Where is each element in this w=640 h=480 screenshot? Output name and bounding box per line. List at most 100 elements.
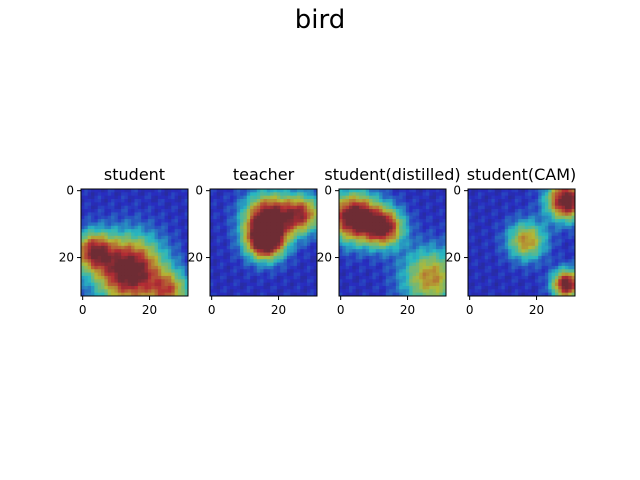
- heatmap-cell: [412, 252, 417, 257]
- heatmap-cell: [236, 235, 241, 240]
- heatmap-cell: [134, 235, 139, 240]
- heatmap-cell: [161, 285, 165, 290]
- heatmap-cell: [432, 242, 437, 247]
- heatmap-cell: [134, 205, 139, 210]
- heatmap-cell: [558, 255, 563, 260]
- heatmap-cell: [97, 282, 102, 287]
- heatmap-cell: [306, 235, 311, 240]
- heatmap-cell: [498, 292, 502, 297]
- heatmap-cell: [508, 225, 512, 230]
- heatmap-cell: [494, 212, 499, 217]
- heatmap-cell: [372, 202, 377, 207]
- heatmap-cell: [174, 242, 179, 247]
- heatmap-cell: [484, 265, 489, 270]
- heatmap-cell: [81, 282, 85, 287]
- heatmap-cell: [286, 289, 291, 294]
- heatmap-cell: [365, 205, 370, 210]
- heatmap-cell: [181, 285, 186, 290]
- heatmap-cell: [243, 209, 248, 213]
- heatmap-cell: [300, 255, 305, 260]
- heatmap-cell: [498, 245, 502, 250]
- heatmap-cell: [300, 252, 305, 257]
- heatmap-cell: [266, 219, 271, 223]
- heatmap-cell: [151, 289, 155, 294]
- heatmap-cell: [310, 202, 315, 207]
- heatmap-cell: [534, 232, 539, 237]
- heatmap-cell: [359, 219, 363, 223]
- heatmap-cell: [300, 225, 305, 230]
- heatmap-cell: [256, 209, 261, 213]
- heatmap-cell: [399, 275, 403, 280]
- heatmap-cell: [167, 239, 172, 243]
- heatmap-cell: [389, 252, 393, 257]
- heatmap-cell: [365, 272, 370, 277]
- heatmap-cell: [568, 192, 573, 197]
- heatmap-cell: [286, 269, 291, 273]
- heatmap-cell: [104, 192, 109, 197]
- heatmap-cell: [91, 265, 95, 270]
- heatmap-cell: [518, 215, 522, 220]
- heatmap-cell: [478, 209, 482, 213]
- heatmap-cell: [104, 209, 109, 213]
- heatmap-cell: [402, 239, 407, 243]
- heatmap-cell: [154, 269, 159, 273]
- heatmap-cell: [283, 232, 288, 237]
- heatmap-cell: [144, 272, 149, 277]
- heatmap-cell: [345, 205, 350, 210]
- heatmap-cell: [293, 239, 298, 243]
- heatmap-cell: [392, 262, 397, 267]
- heatmap-cell: [300, 192, 305, 197]
- heatmap-cell: [263, 269, 268, 273]
- heatmap-cell: [243, 262, 248, 267]
- heatmap-cell: [240, 272, 244, 277]
- heatmap-cell: [141, 269, 145, 273]
- heatmap-cell: [266, 195, 271, 200]
- heatmap-cell: [273, 195, 278, 200]
- heatmap-cell: [296, 249, 301, 253]
- heatmap-cell: [524, 212, 529, 217]
- heatmap-cell: [554, 215, 559, 220]
- heatmap-cell: [273, 225, 278, 230]
- heatmap-cell: [243, 285, 248, 290]
- heatmap-cell: [87, 189, 92, 193]
- heatmap-cell: [568, 229, 573, 233]
- heatmap-cell: [528, 232, 532, 237]
- heatmap-cell: [365, 245, 370, 250]
- heatmap-cell: [243, 279, 248, 284]
- heatmap-cell: [561, 279, 566, 284]
- heatmap-cell: [233, 255, 238, 260]
- heatmap-cell: [478, 249, 482, 253]
- heatmap-cell: [253, 245, 258, 250]
- heatmap-cell: [111, 232, 115, 237]
- heatmap-cell: [345, 222, 350, 227]
- heatmap-cell: [296, 245, 301, 250]
- heatmap-cell: [395, 239, 400, 243]
- heatmap-cell: [303, 289, 308, 294]
- heatmap-cell: [538, 205, 542, 210]
- heatmap-cell: [223, 265, 228, 270]
- heatmap-cell: [432, 255, 437, 260]
- heatmap-cell: [389, 199, 393, 203]
- heatmap-cell: [164, 242, 169, 247]
- heatmap-cell: [412, 292, 417, 297]
- heatmap-cell: [524, 225, 529, 230]
- heatmap-cell: [253, 242, 258, 247]
- heatmap-cell: [488, 289, 492, 294]
- heatmap-cell: [385, 219, 390, 223]
- heatmap-cell: [223, 289, 228, 294]
- heatmap-cell: [296, 262, 301, 267]
- heatmap-cell: [554, 255, 559, 260]
- heatmap-cell: [402, 279, 407, 284]
- heatmap-cell: [528, 265, 532, 270]
- heatmap-cell: [412, 242, 417, 247]
- heatmap-cell: [432, 235, 437, 240]
- heatmap-cell: [94, 262, 99, 267]
- heatmap-cell: [345, 265, 350, 270]
- heatmap-cell: [260, 265, 264, 270]
- axes-frame: [80, 188, 189, 297]
- heatmap-cell: [84, 212, 89, 217]
- heatmap-cell: [504, 265, 509, 270]
- heatmap-cell: [177, 232, 182, 237]
- heatmap-cell: [276, 235, 281, 240]
